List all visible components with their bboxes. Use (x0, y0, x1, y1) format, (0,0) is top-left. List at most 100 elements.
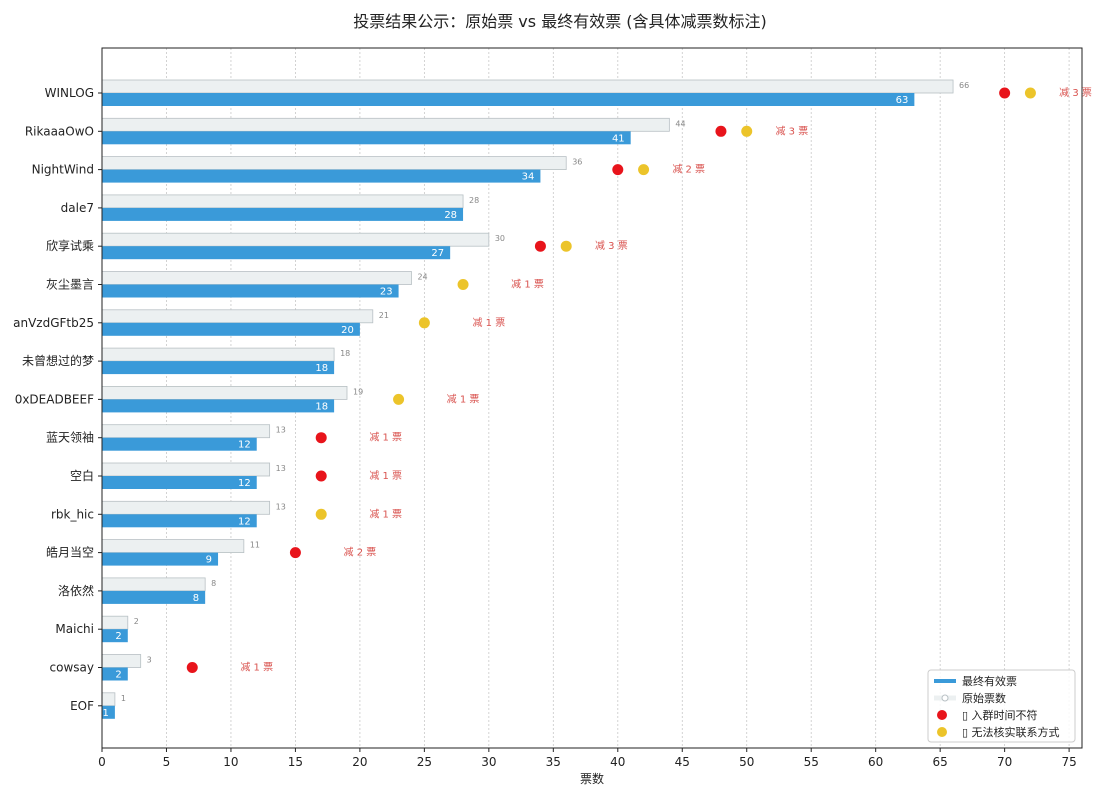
bar-final (102, 476, 257, 489)
bar-original (101, 577, 206, 592)
ytick-label: Maichi (55, 622, 94, 636)
value-label-original: 18 (340, 349, 350, 358)
xtick-label: 15 (288, 755, 303, 769)
value-label-final: 41 (612, 133, 625, 144)
marker-red (186, 662, 198, 673)
xtick-label: 60 (868, 755, 883, 769)
value-label-original: 1 (121, 694, 126, 703)
bar-original (101, 117, 670, 132)
ytick-label: EOF (70, 699, 94, 713)
bar-original (101, 500, 271, 515)
xtick-label: 55 (804, 755, 819, 769)
value-label-original: 28 (469, 196, 479, 205)
value-label-original: 36 (572, 158, 582, 167)
marker-yellow (418, 317, 430, 329)
xtick-label: 45 (675, 755, 690, 769)
marker-red (315, 432, 327, 444)
ytick-label: anVzdGFtb25 (13, 316, 94, 330)
bar-final (102, 93, 915, 106)
ytick-label: 洛依然 (58, 583, 94, 598)
bar-original (101, 692, 116, 707)
bar-final (102, 131, 631, 145)
bar-original (101, 462, 271, 477)
ytick-label: 蓝天领袖 (46, 430, 94, 445)
value-label-final: 18 (315, 363, 328, 374)
bar-original (101, 615, 129, 630)
bar-original (101, 79, 954, 94)
legend-swatch-original-dot (941, 694, 949, 702)
legend-swatch-dot (937, 727, 947, 737)
reduction-annotation: 减 1 票 (369, 432, 402, 444)
legend-label: ▯ 入群时间不符 (962, 708, 1038, 722)
bar-original (101, 232, 490, 247)
value-label-final: 8 (193, 593, 199, 604)
marker-yellow (638, 164, 650, 176)
ytick-label: rbk_hic (51, 507, 94, 521)
marker-red (534, 240, 546, 252)
reduction-annotation: 减 1 票 (511, 279, 544, 291)
legend-label: ▯ 无法核实联系方式 (962, 725, 1060, 739)
ytick-label: cowsay (50, 661, 94, 675)
xtick-label: 70 (997, 755, 1012, 769)
bar-original (101, 424, 271, 439)
value-label-original: 66 (959, 81, 969, 90)
bar-final (102, 514, 257, 528)
value-label-original: 24 (417, 273, 427, 282)
legend-swatch-dot (937, 710, 947, 720)
value-label-original: 19 (353, 387, 363, 396)
value-label-final: 34 (522, 172, 535, 183)
value-label-original: 13 (276, 426, 286, 435)
ytick-label: 未曾想过的梦 (22, 353, 94, 368)
value-label-final: 12 (238, 440, 251, 451)
marker-yellow (457, 279, 469, 290)
value-label-original: 44 (675, 119, 685, 128)
legend-box (927, 669, 1076, 743)
ytick-label: 皓月当空 (46, 546, 94, 560)
value-label-final: 2 (115, 670, 121, 681)
marker-yellow (393, 393, 405, 405)
reduction-annotation: 减 3 票 (595, 240, 628, 252)
reduction-annotation: 减 2 票 (672, 164, 705, 176)
marker-red (999, 87, 1011, 99)
bar-final (102, 629, 128, 643)
reduction-annotation: 减 3 票 (1059, 87, 1092, 99)
ytick-label: 欣享试乘 (46, 238, 94, 253)
bar-final (102, 437, 257, 451)
bar-original (101, 539, 245, 553)
xtick-label: 50 (739, 755, 754, 769)
reduction-annotation: 减 2 票 (344, 547, 377, 559)
xtick-label: 35 (546, 755, 561, 769)
legend-label: 最终有效票 (962, 674, 1017, 688)
value-label-final: 12 (238, 478, 251, 489)
legend-label: 原始票数 (962, 691, 1006, 705)
bar-final (102, 552, 219, 566)
marker-yellow (741, 125, 753, 137)
value-label-final: 20 (341, 325, 354, 336)
marker-red (289, 547, 301, 559)
bar-final (102, 399, 335, 413)
bar-original (101, 654, 142, 668)
chart-title: 投票结果公示：原始票 vs 最终有效票 (含具体减票数标注) (353, 12, 767, 31)
value-label-original: 13 (276, 464, 286, 473)
bar-final (102, 322, 360, 336)
reduction-annotation: 减 1 票 (369, 470, 402, 482)
ytick-label: 0xDEADBEEF (15, 392, 94, 406)
bar-final (102, 361, 335, 375)
value-label-original: 8 (211, 579, 216, 588)
marker-yellow (560, 240, 572, 252)
bar-final (102, 246, 451, 260)
marker-yellow (1024, 87, 1036, 99)
bar-original (101, 194, 464, 209)
value-label-final: 63 (896, 95, 909, 106)
ytick-label: WINLOG (45, 86, 94, 100)
bar-original (101, 271, 412, 285)
value-label-final: 1 (103, 708, 109, 719)
bar-layer: 6663444136342828302724232120181819181312… (101, 79, 969, 719)
xtick-label: 25 (417, 755, 432, 769)
marker-red (612, 164, 624, 176)
marker-red (715, 125, 727, 137)
value-label-original: 2 (134, 617, 139, 626)
